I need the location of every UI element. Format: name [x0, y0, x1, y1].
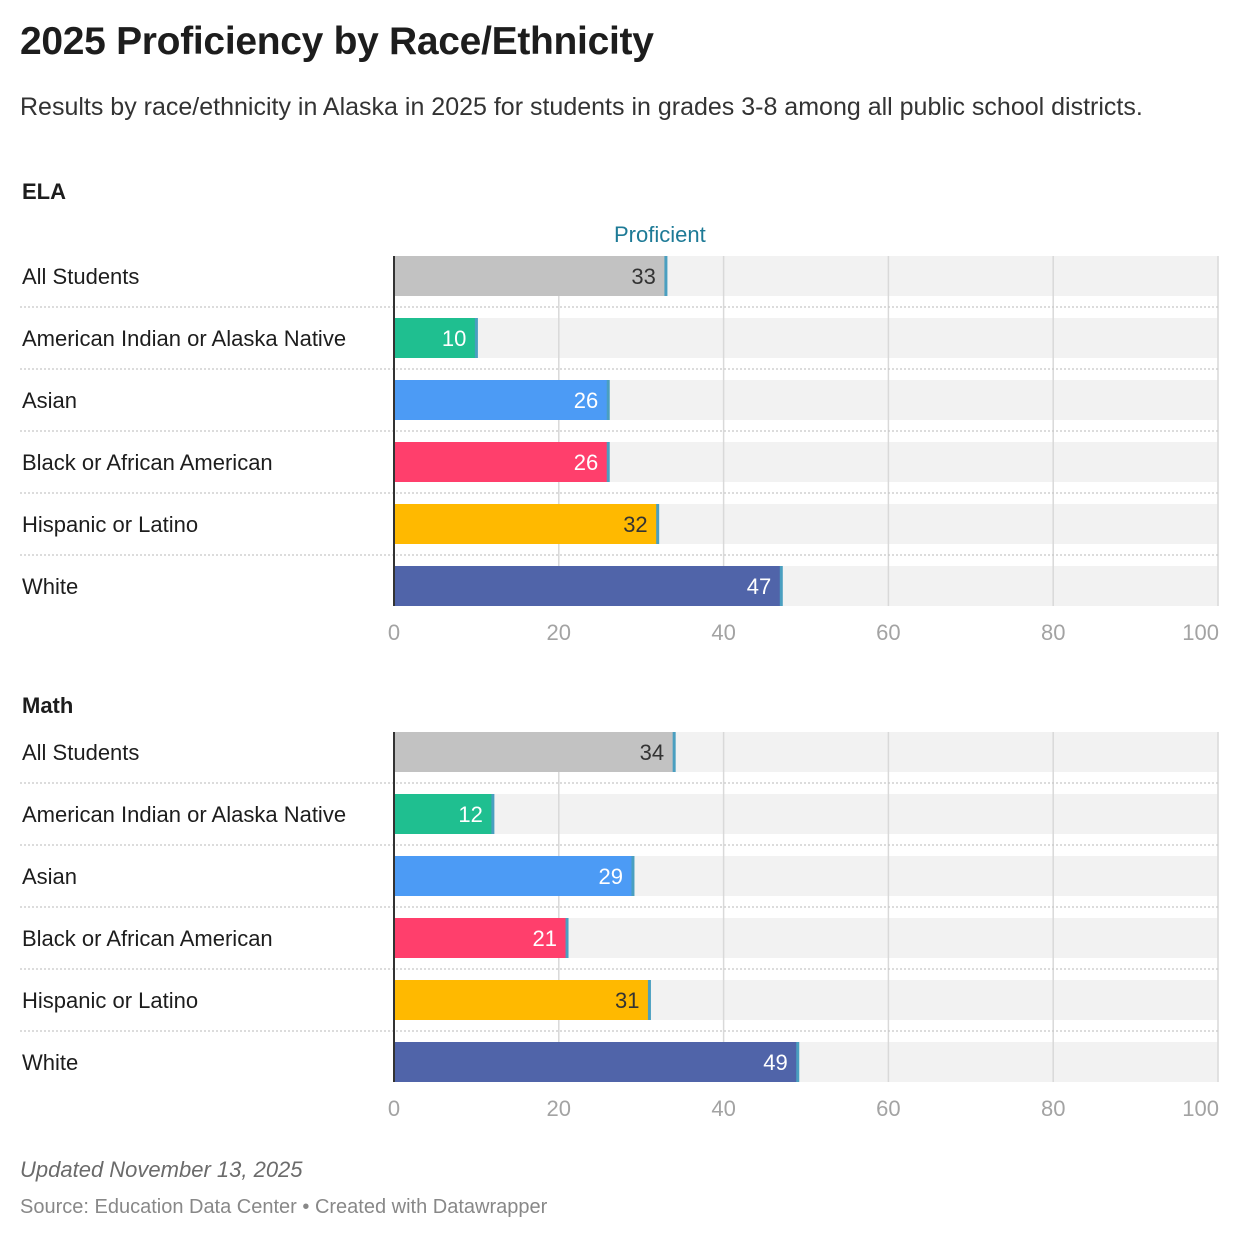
ela-bar-2: [394, 380, 609, 420]
math-tick-label-40: 40: [711, 1096, 735, 1121]
math-marker-2: [631, 856, 635, 896]
chart-subtitle: Results by race/ethnicity in Alaska in 2…: [20, 93, 1143, 121]
ela-tick-label-100: 100: [1182, 620, 1219, 645]
math-category-label-3: Black or African American: [22, 926, 273, 951]
ela-category-label-4: Hispanic or Latino: [22, 512, 198, 537]
updated-note: Updated November 13, 2025: [20, 1157, 303, 1182]
ela-tick-label-80: 80: [1041, 620, 1065, 645]
ela-value-label-1: 10: [442, 326, 466, 351]
math-tick-label-60: 60: [876, 1096, 900, 1121]
ela-bar-5: [394, 566, 782, 606]
math-marker-3: [565, 918, 569, 958]
math-marker-1: [491, 794, 495, 834]
ela-marker-2: [606, 380, 610, 420]
math-tick-label-0: 0: [388, 1096, 400, 1121]
ela-marker-0: [664, 256, 668, 296]
math-category-label-0: All Students: [22, 740, 139, 765]
math-category-label-5: White: [22, 1050, 78, 1075]
math-bar-5: [394, 1042, 798, 1082]
ela-marker-5: [779, 566, 783, 606]
ela-value-label-4: 32: [623, 512, 647, 537]
math-bar-0: [394, 732, 675, 772]
ela-tick-label-20: 20: [547, 620, 571, 645]
math-marker-5: [796, 1042, 800, 1082]
math-value-label-4: 31: [615, 988, 639, 1013]
math-value-label-1: 12: [458, 802, 482, 827]
math-bar-3: [394, 918, 568, 958]
math-marker-0: [672, 732, 676, 772]
math-track-1: [394, 794, 1218, 834]
legend-proficient: Proficient: [614, 222, 706, 247]
math-tick-label-80: 80: [1041, 1096, 1065, 1121]
ela-value-label-3: 26: [574, 450, 598, 475]
ela-track-1: [394, 318, 1218, 358]
math-value-label-5: 49: [763, 1050, 787, 1075]
math-bar-2: [394, 856, 633, 896]
math-bar-4: [394, 980, 650, 1020]
ela-tick-label-40: 40: [711, 620, 735, 645]
ela-category-label-3: Black or African American: [22, 450, 273, 475]
ela-value-label-5: 47: [747, 574, 771, 599]
math-category-label-2: Asian: [22, 864, 77, 889]
ela-category-label-5: White: [22, 574, 78, 599]
ela-marker-4: [656, 504, 660, 544]
ela-value-label-2: 26: [574, 388, 598, 413]
math-value-label-3: 21: [533, 926, 557, 951]
ela-category-label-1: American Indian or Alaska Native: [22, 326, 346, 351]
math-marker-4: [647, 980, 651, 1020]
ela-bar-0: [394, 256, 666, 296]
ela-bar-chart: All Students 33 American Indian or Alaska …: [20, 256, 1219, 645]
ela-marker-1: [474, 318, 478, 358]
ela-bar-1: [394, 318, 477, 358]
chart-title: 2025 Proficiency by Race/Ethnicity: [20, 20, 654, 63]
math-tick-label-100: 100: [1182, 1096, 1219, 1121]
math-bar-chart: All Students 34 American Indian or Alaska …: [20, 732, 1219, 1121]
ela-bar-3: [394, 442, 609, 482]
math-bar-1: [394, 794, 493, 834]
ela-tick-label-60: 60: [876, 620, 900, 645]
ela-tick-label-0: 0: [388, 620, 400, 645]
ela-category-label-2: Asian: [22, 388, 77, 413]
ela-marker-3: [606, 442, 610, 482]
ela-category-label-0: All Students: [22, 264, 139, 289]
math-value-label-2: 29: [598, 864, 622, 889]
math-category-label-1: American Indian or Alaska Native: [22, 802, 346, 827]
ela-panel-title: ELA: [22, 179, 66, 204]
math-panel-title: Math: [22, 693, 74, 718]
math-value-label-0: 34: [640, 740, 664, 765]
ela-bar-4: [394, 504, 658, 544]
math-tick-label-20: 20: [547, 1096, 571, 1121]
ela-value-label-0: 33: [631, 264, 655, 289]
math-category-label-4: Hispanic or Latino: [22, 988, 198, 1013]
source-credit: Source: Education Data Center • Created …: [20, 1196, 548, 1218]
